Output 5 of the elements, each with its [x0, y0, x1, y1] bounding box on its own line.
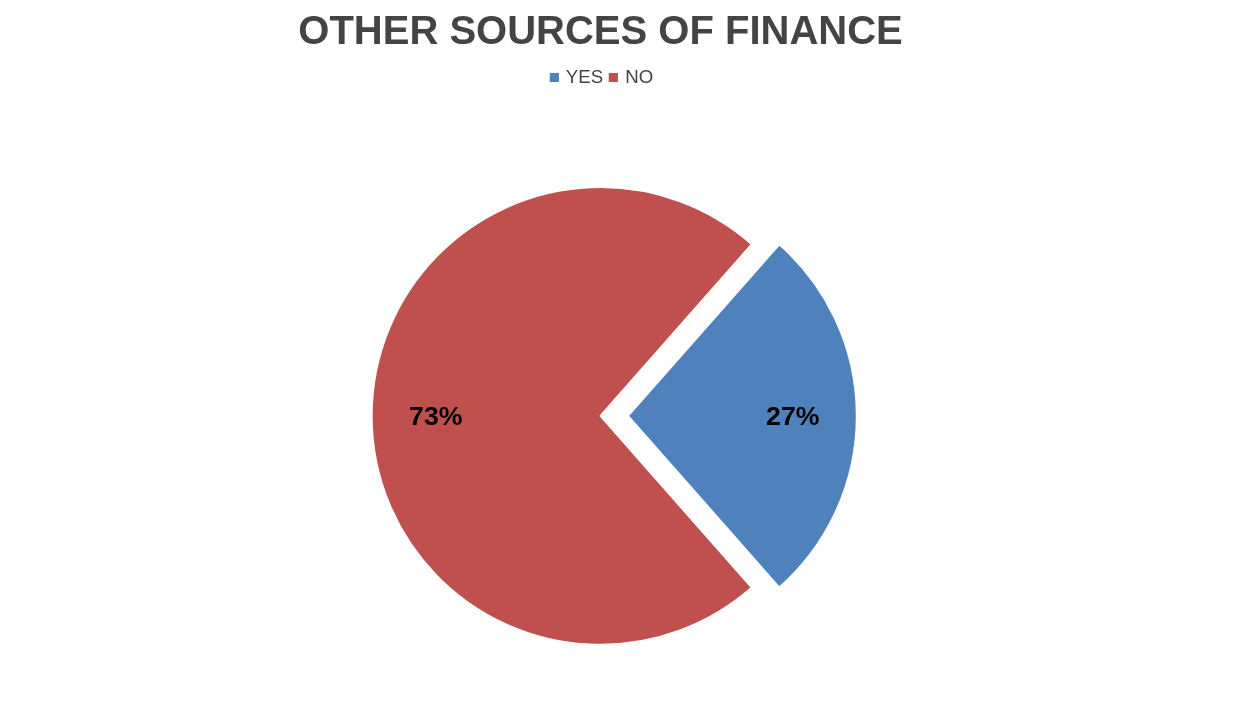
data-label: 73% [409, 400, 463, 431]
chart-title: OTHER SOURCES OF FINANCE [298, 7, 903, 52]
legend-label: YES [565, 66, 604, 88]
legend-label: NO [625, 66, 654, 88]
data-label: 27% [766, 400, 820, 431]
